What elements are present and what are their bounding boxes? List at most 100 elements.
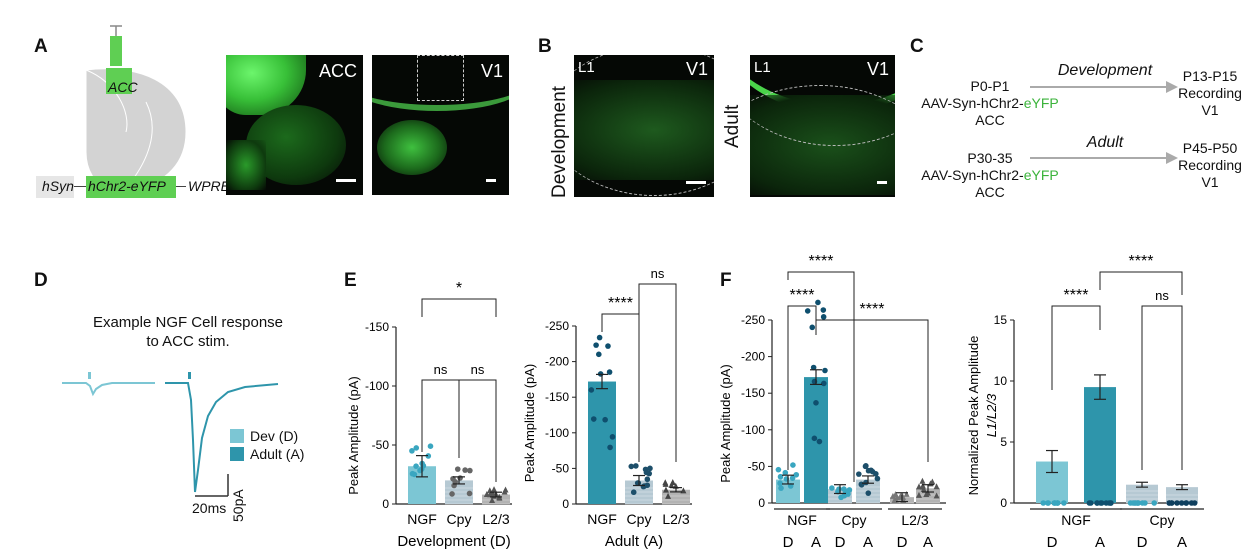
data-point [662,479,669,486]
chart-f-amplitude: -250 -200 -150 -100 -50 0 Peak Amplitude (pA) N… [718,253,946,551]
micrograph-acc-label: ACC [318,61,357,81]
data-point [829,485,835,491]
y-tick-label: -50 [372,438,390,452]
stim-marker [188,372,191,379]
data-point [811,435,818,442]
data-point [605,343,611,349]
dev-injection-text: P0-P1 AAV-Syn-hChr2-eYFP ACC [921,78,1059,128]
y-axis-label: Normalized Peak Amplitude [966,336,981,496]
data-point [820,314,827,320]
data-point [1139,500,1146,506]
significance-label: **** [790,287,815,304]
data-point [782,469,789,476]
data-point [467,467,473,474]
data-point [919,477,926,484]
y-tick-label: 10 [994,374,1008,388]
data-point [452,478,459,485]
trace-legend: Dev (D) Adult (A) [230,427,304,463]
chart-e-development: -150 -100 -50 0 Peak Amplitude (pA) NGF Cpy L2/… [346,280,512,550]
significance-bracket [815,319,929,462]
scale-bar [336,179,356,182]
data-point [920,486,927,493]
data-point [449,491,455,497]
panel-letter-d: D [34,270,48,291]
x-sublabel: D [1137,534,1148,551]
data-point [462,467,468,473]
acc-label: ACC [107,79,138,95]
data-point [466,490,473,497]
data-point [630,489,637,496]
x-axis-label: Adult (A) [605,533,663,550]
x-tick-label: NGF [1061,512,1091,528]
data-point [457,475,463,481]
legend-swatch-adult [230,447,244,461]
data-point [1151,500,1158,506]
data-point [865,490,872,496]
data-point [836,486,842,492]
viral-construct: hSyn hChr2-eYFP WPRE [36,176,232,198]
data-point [863,463,869,469]
y-tick-label: 15 [994,313,1008,327]
y-axis-label: L1/L2/3 [984,393,999,437]
legend-swatch-dev [230,429,244,443]
label-development-rotated: Development [549,86,570,198]
x-tick-label: Cpy [627,511,652,527]
acc-region [106,68,132,94]
adult-arrow [1030,152,1178,164]
data-point [643,469,650,476]
significance-label: **** [608,295,633,312]
data-point [483,490,490,497]
x-sublabel: A [811,534,821,551]
data-point [813,399,819,406]
micrograph-v1-development: L1 V1 [574,55,714,197]
data-point [1051,500,1058,506]
bar [588,381,616,504]
data-point [790,462,796,468]
significance-label: ns [1155,288,1169,303]
y-tick-label: 0 [758,496,765,510]
brain-injection-diagram: ACC [85,25,187,193]
significance-bracket [1051,305,1101,390]
data-point [596,351,602,358]
data-point [425,453,432,459]
significance-label: **** [809,253,834,270]
y-tick-label: -150 [741,386,765,400]
y-tick-label: -150 [545,390,569,404]
data-point [815,299,821,306]
data-point [804,308,811,314]
data-point [489,496,496,503]
data-point [903,490,910,497]
x-tick-label: Cpy [842,512,867,528]
y-tick-label: -100 [365,379,389,393]
data-point [809,324,816,331]
example-traces [62,372,279,497]
data-point [633,463,639,469]
scale-bar [877,181,887,184]
x-sublabel: A [863,534,873,551]
layer-label: L1 [578,59,595,76]
significance-label: ns [651,266,665,281]
data-point [793,471,800,478]
panel-letter-c: C [910,36,924,57]
data-point [491,486,498,493]
y-tick-label: -50 [748,459,766,473]
significance-label: ns [471,362,485,377]
x-sublabel: D [1047,534,1058,551]
panel-letter-a: A [34,36,48,57]
data-point [1166,500,1173,506]
data-point [454,466,461,472]
data-point [413,445,420,451]
stim-marker [88,372,91,379]
data-point [1178,500,1185,506]
data-point [777,473,784,480]
trace-title: Example NGF Cell response to ACC stim. [92,314,284,350]
data-point [775,466,782,473]
dev-arrow [1030,81,1178,93]
significance-label: * [456,280,462,297]
adult-condition-label: Adult [1086,134,1124,151]
bar [482,494,510,504]
micrograph-v1-adult: L1 V1 [750,55,895,197]
syringe-icon [110,36,122,66]
legend-label-dev: Dev (D) [250,428,299,444]
data-point [602,416,608,423]
